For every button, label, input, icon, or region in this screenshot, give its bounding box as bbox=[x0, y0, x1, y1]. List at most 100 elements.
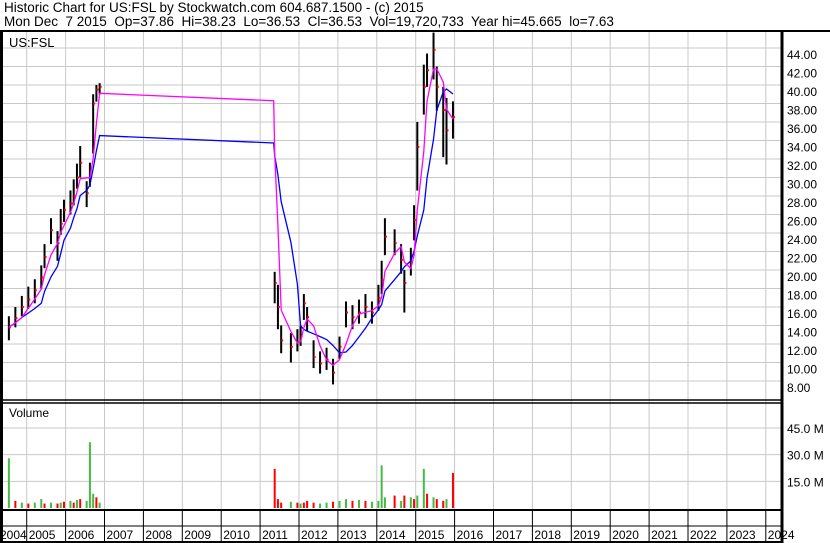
price-tick-label: 12.00 bbox=[787, 344, 817, 358]
year-tick-label: 2004 bbox=[0, 528, 27, 542]
year-tick-label: 2020 bbox=[612, 528, 639, 542]
year-tick-label: 2018 bbox=[534, 528, 561, 542]
volume-bar bbox=[299, 503, 302, 508]
price-tick-label: 16.00 bbox=[787, 307, 817, 321]
moving-averages bbox=[8, 68, 454, 367]
volume-axis: 45.0 M 30.0 M 15.0 M bbox=[787, 422, 824, 489]
volume-bar bbox=[79, 499, 82, 508]
quote-summary: Mon Dec 7 2015 Op=37.86 Hi=38.23 Lo=36.5… bbox=[4, 14, 614, 29]
ma-short-line bbox=[8, 68, 454, 367]
year-tick-label: 2009 bbox=[184, 528, 211, 542]
volume-bar bbox=[445, 499, 448, 508]
volume-bar bbox=[7, 458, 10, 508]
volume-bar bbox=[56, 503, 59, 508]
year-tick-label: 2017 bbox=[496, 528, 523, 542]
volume-bar bbox=[403, 495, 406, 508]
year-tick-label: 2012 bbox=[301, 528, 328, 542]
price-tick-label: 8.00 bbox=[787, 381, 811, 395]
volume-bar bbox=[14, 500, 17, 508]
volume-bar bbox=[273, 468, 276, 508]
volume-bar bbox=[43, 503, 46, 508]
volume-bar bbox=[364, 500, 367, 508]
price-tick-label: 30.00 bbox=[787, 178, 817, 192]
volume-bar bbox=[413, 499, 416, 508]
volume-bar bbox=[75, 500, 78, 508]
volume-bar bbox=[409, 497, 412, 508]
volume-bar bbox=[27, 503, 30, 508]
volume-bar bbox=[33, 502, 36, 508]
volume-bar bbox=[442, 500, 445, 508]
volume-bar bbox=[62, 501, 65, 508]
volume-bar bbox=[400, 500, 403, 508]
year-tick-label: 2016 bbox=[457, 528, 484, 542]
volume-bar bbox=[426, 493, 429, 508]
volume-bar bbox=[276, 499, 279, 508]
symbol-label: US:FSL bbox=[9, 35, 55, 50]
year-tick-label: 2006 bbox=[68, 528, 95, 542]
volume-bar bbox=[40, 499, 43, 508]
price-tick-label: 26.00 bbox=[787, 215, 817, 229]
price-tick-label: 14.00 bbox=[787, 326, 817, 340]
volume-bar bbox=[85, 500, 88, 508]
price-tick-label: 40.00 bbox=[787, 85, 817, 99]
price-tick-label: 22.00 bbox=[787, 252, 817, 266]
year-tick-label: 2013 bbox=[340, 528, 367, 542]
volume-bar bbox=[88, 442, 91, 508]
year-tick-label: 2007 bbox=[107, 528, 134, 542]
volume-bar bbox=[50, 502, 53, 508]
volume-bar bbox=[306, 500, 309, 508]
year-tick-label: 2024 bbox=[768, 528, 795, 542]
year-tick-label: 2021 bbox=[651, 528, 678, 542]
price-tick-label: 36.00 bbox=[787, 122, 817, 136]
volume-bar bbox=[325, 502, 328, 508]
volume-tick-label: 30.0 M bbox=[787, 449, 824, 463]
chart-title: Historic Chart for US:FSL by Stockwatch.… bbox=[4, 0, 424, 15]
year-tick-label: 2014 bbox=[379, 528, 406, 542]
price-tick-label: 42.00 bbox=[787, 67, 817, 81]
grid bbox=[3, 32, 782, 510]
volume-bar bbox=[280, 502, 283, 508]
year-tick-label: 2010 bbox=[223, 528, 250, 542]
volume-bar bbox=[380, 465, 383, 508]
volume-bar bbox=[72, 502, 75, 508]
volume-bar bbox=[345, 499, 348, 508]
volume-bar bbox=[422, 468, 425, 508]
volume-bar bbox=[302, 502, 305, 508]
price-tick-label: 34.00 bbox=[787, 141, 817, 155]
volume-label: Volume bbox=[9, 406, 49, 420]
volume-bar bbox=[296, 502, 299, 508]
volume-bar bbox=[20, 502, 23, 508]
volume-bar bbox=[357, 500, 360, 508]
volume-bar bbox=[393, 495, 396, 508]
volume-bars bbox=[7, 442, 454, 508]
volume-bar bbox=[351, 500, 354, 508]
price-tick-label: 44.00 bbox=[787, 48, 817, 62]
volume-bar bbox=[383, 497, 386, 508]
price-tick-label: 20.00 bbox=[787, 270, 817, 284]
price-tick-label: 10.00 bbox=[787, 363, 817, 377]
volume-tick-label: 15.0 M bbox=[787, 475, 824, 489]
volume-tick-label: 45.0 M bbox=[787, 422, 824, 436]
volume-bar bbox=[312, 502, 315, 508]
volume-bar bbox=[370, 501, 373, 508]
volume-bar bbox=[289, 501, 292, 508]
ma-long-line bbox=[8, 88, 454, 354]
year-axis: 2004 2005 2006 2007 2008 2009 2010 2011 2012 2013… bbox=[0, 528, 795, 542]
price-tick-label: 28.00 bbox=[787, 196, 817, 210]
volume-bar bbox=[98, 502, 101, 508]
year-tick-label: 2015 bbox=[418, 528, 445, 542]
volume-bar bbox=[451, 472, 454, 508]
year-tick-label: 2019 bbox=[573, 528, 600, 542]
year-tick-label: 2023 bbox=[729, 528, 756, 542]
volume-bar bbox=[435, 499, 438, 508]
year-tick-label: 2005 bbox=[29, 528, 56, 542]
volume-bar bbox=[69, 500, 72, 508]
price-tick-label: 32.00 bbox=[787, 159, 817, 173]
volume-bar bbox=[332, 501, 335, 508]
price-axis: 44.00 42.00 40.00 38.00 36.00 34.00 32.00 30.00… bbox=[787, 48, 817, 395]
price-tick-label: 18.00 bbox=[787, 289, 817, 303]
price-tick-label: 38.00 bbox=[787, 104, 817, 118]
chart-frame bbox=[0, 30, 830, 543]
volume-bar bbox=[432, 497, 435, 508]
